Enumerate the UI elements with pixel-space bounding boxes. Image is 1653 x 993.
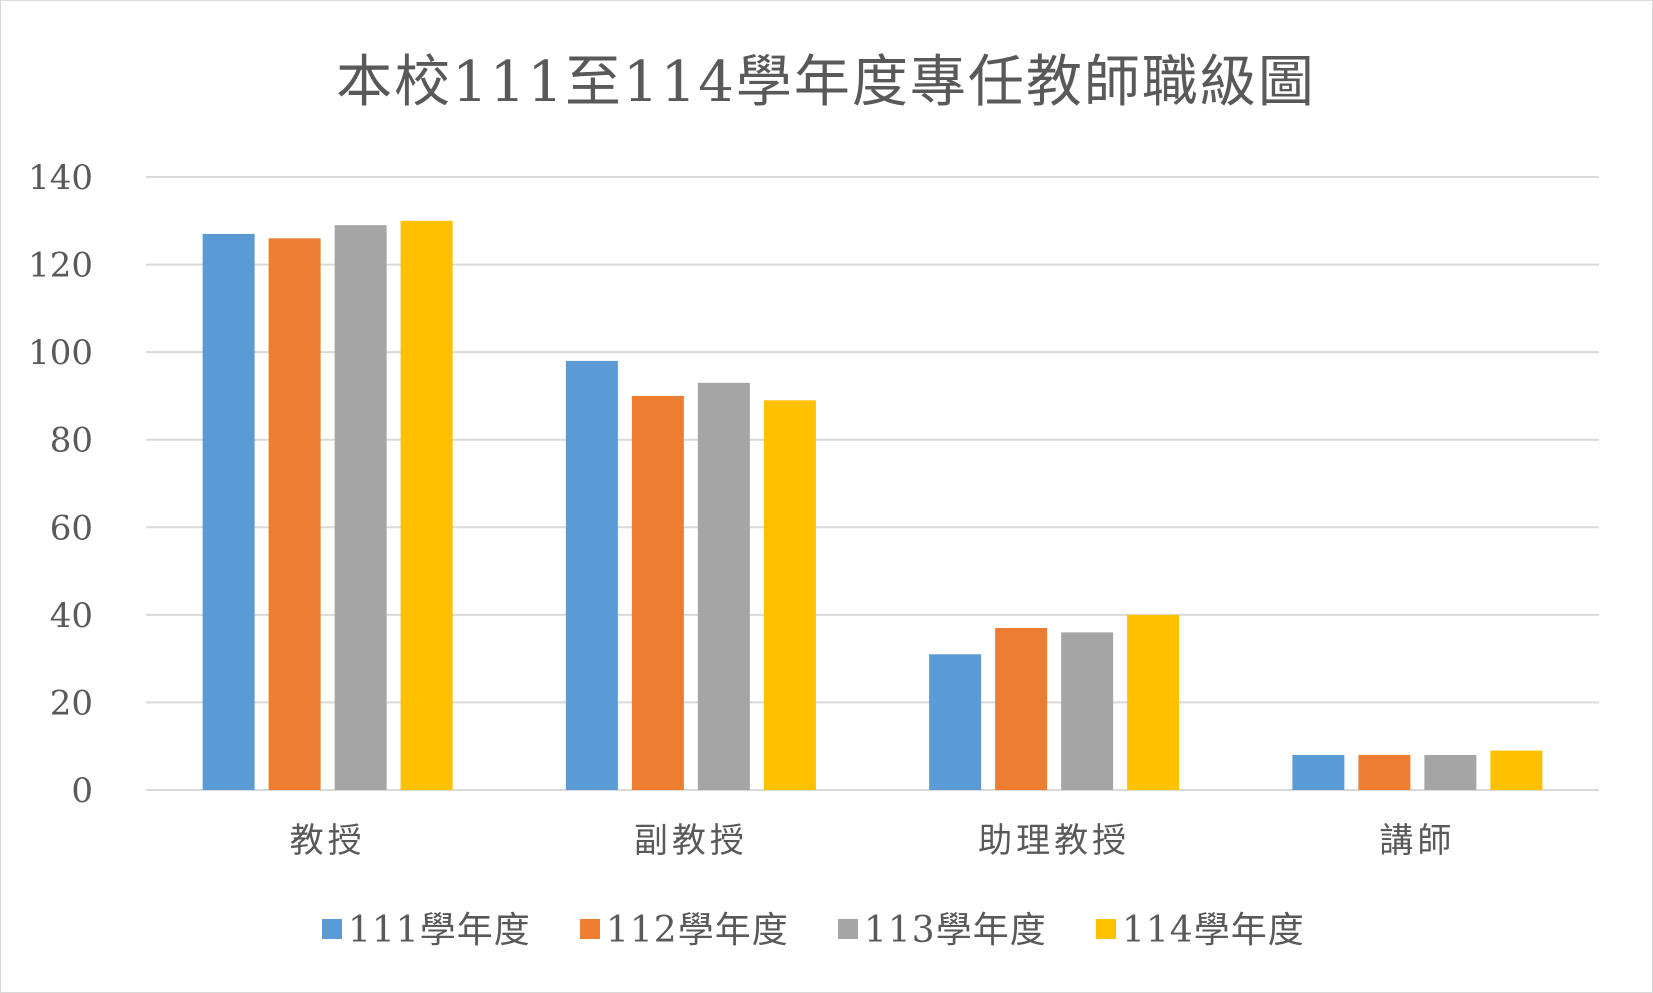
chart-title: 本校111至114學年度專任教師職級圖: [336, 50, 1316, 115]
bar-114學年度-講師: [1490, 750, 1543, 790]
bar-113學年度-副教授: [697, 382, 750, 790]
legend-swatch: [1096, 919, 1116, 939]
legend-label: 112學年度: [606, 910, 789, 951]
legend-swatch: [580, 919, 600, 939]
x-category-label: 副教授: [634, 821, 748, 861]
y-tick-label: 140: [28, 158, 93, 198]
gridlines: [146, 176, 1599, 791]
bar-111學年度-教授: [202, 233, 255, 790]
legend-label: 111學年度: [348, 910, 531, 951]
legend-label: 114學年度: [1122, 910, 1305, 951]
legend-swatch: [322, 919, 342, 939]
bar-111學年度-副教授: [565, 360, 618, 790]
y-axis-ticks: 0 20 40 60 80 100 120 140: [28, 158, 93, 811]
bar-114學年度-助理教授: [1127, 614, 1180, 790]
y-tick-label: 60: [50, 508, 93, 548]
x-category-label: 教授: [290, 821, 366, 861]
bar-114學年度-教授: [400, 220, 453, 791]
bar-112學年度-副教授: [631, 395, 684, 790]
bar-112學年度-教授: [268, 238, 321, 791]
legend: 111學年度 112學年度 113學年度 114學年度: [322, 910, 1305, 951]
y-tick-label: 100: [28, 333, 93, 373]
bars: [202, 220, 1543, 791]
bar-111學年度-助理教授: [929, 654, 982, 790]
y-tick-label: 0: [71, 771, 93, 811]
bar-113學年度-助理教授: [1061, 632, 1114, 790]
y-tick-label: 120: [28, 246, 93, 286]
legend-swatch: [838, 919, 858, 939]
bar-112學年度-講師: [1358, 754, 1411, 790]
bar-113學年度-教授: [334, 225, 387, 790]
y-tick-label: 40: [50, 596, 93, 636]
x-category-label: 講師: [1379, 821, 1455, 861]
bar-113學年度-講師: [1424, 754, 1477, 790]
bar-112學年度-助理教授: [995, 627, 1048, 790]
y-tick-label: 80: [50, 421, 93, 461]
x-category-label: 助理教授: [978, 821, 1130, 861]
bar-111學年度-講師: [1292, 754, 1345, 790]
bar-114學年度-副教授: [763, 400, 816, 790]
y-tick-label: 20: [50, 683, 93, 723]
x-axis-categories: 教授 副教授 助理教授 講師: [290, 821, 1455, 861]
legend-label: 113學年度: [864, 910, 1047, 951]
